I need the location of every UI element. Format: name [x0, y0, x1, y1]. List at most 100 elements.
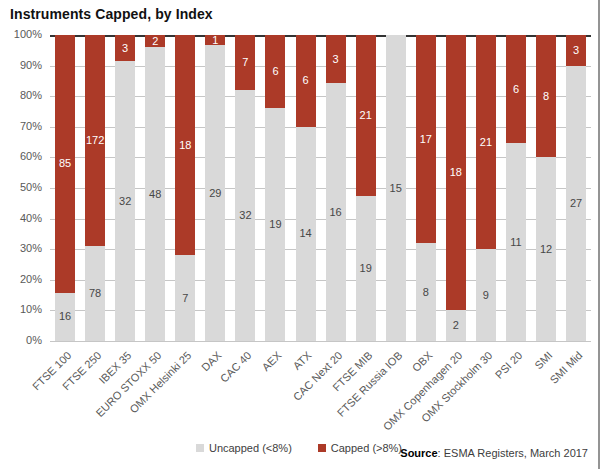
y-axis-tick-label: 60%: [0, 150, 42, 163]
capped-value-label: 6: [513, 84, 519, 95]
uncapped-segment: 8: [416, 243, 436, 341]
capped-segment: 7: [235, 35, 255, 90]
legend-capped-label: Capped (>8%): [331, 442, 402, 454]
bar-slot: 172 78: [80, 35, 110, 341]
bar-slot: 18 7: [170, 35, 200, 341]
capped-segment: 3: [326, 35, 346, 83]
uncapped-value-label: 15: [390, 183, 402, 194]
capped-value-label: 1: [212, 35, 218, 46]
uncapped-segment: 2: [446, 310, 466, 341]
y-axis-tick-label: 90%: [0, 59, 42, 72]
uncapped-value-label: 32: [119, 196, 131, 207]
chart-frame: Instruments Capped, by Index 0%10%20%30%…: [0, 0, 600, 469]
bar-slot: 1 29: [200, 35, 230, 341]
y-axis-tick-label: 30%: [0, 242, 42, 255]
bar-slot: 3 32: [110, 35, 140, 341]
capped-value-label: 21: [480, 137, 492, 148]
stacked-bar: 6 14: [296, 35, 316, 341]
uncapped-value-label: 78: [89, 288, 101, 299]
stacked-bar: 21 9: [476, 35, 496, 341]
stacked-bar: 1 29: [205, 35, 225, 341]
capped-segment: 18: [175, 35, 195, 255]
capped-segment: 1: [205, 35, 225, 45]
uncapped-value-label: 12: [540, 244, 552, 255]
uncapped-value-label: 16: [59, 311, 71, 322]
bar-slot: 3 27: [561, 35, 591, 341]
stacked-bar: 8516: [55, 35, 75, 341]
capped-value-label: 172: [86, 135, 104, 146]
uncapped-value-label: 29: [209, 188, 221, 199]
uncapped-value-label: 19: [269, 219, 281, 230]
uncapped-value-label: 19: [360, 263, 372, 274]
stacked-bar: 3 32: [115, 35, 135, 341]
capped-segment: 17: [416, 35, 436, 243]
y-axis-tick-label: 50%: [0, 181, 42, 194]
capped-value-label: 3: [333, 54, 339, 65]
capped-value-label: 17: [420, 134, 432, 145]
capped-segment: 6: [296, 35, 316, 127]
uncapped-segment: 27: [566, 66, 586, 341]
capped-segment: 6: [506, 35, 526, 143]
plot-area: 0%10%20%30%40%50%60%70%80%90%100%8516172…: [50, 35, 591, 341]
capped-value-label: 8: [543, 91, 549, 102]
capped-segment: 8: [536, 35, 556, 157]
capped-value-label: 6: [302, 75, 308, 86]
stacked-bar: 6 11: [506, 35, 526, 341]
capped-segment: 172: [85, 35, 105, 246]
capped-value-label: 21: [360, 110, 372, 121]
y-axis-tick-label: 80%: [0, 89, 42, 102]
stacked-bar: 6 19: [265, 35, 285, 341]
capped-segment: 6: [265, 35, 285, 108]
capped-segment: 18: [446, 35, 466, 310]
capped-segment: 21: [476, 35, 496, 249]
chart-title: Instruments Capped, by Index: [10, 6, 213, 22]
source-text: : ESMA Registers, March 2017: [438, 447, 588, 459]
source-prefix: Source: [400, 447, 437, 459]
uncapped-value-label: 32: [239, 210, 251, 221]
capped-value-label: 18: [179, 140, 191, 151]
uncapped-segment: 78: [85, 246, 105, 341]
capped-value-label: 18: [450, 167, 462, 178]
uncapped-segment: 16: [326, 83, 346, 341]
capped-segment: 3: [115, 35, 135, 61]
uncapped-value-label: 27: [570, 198, 582, 209]
uncapped-swatch-icon: [196, 444, 204, 452]
uncapped-segment: 32: [235, 90, 255, 341]
stacked-bar: 8 12: [536, 35, 556, 341]
uncapped-segment: 7: [175, 255, 195, 341]
stacked-bar: 15: [386, 35, 406, 341]
bar-slot: 21 19: [351, 35, 381, 341]
uncapped-value-label: 9: [483, 290, 489, 301]
stacked-bar: 172 78: [85, 35, 105, 341]
capped-segment: 3: [566, 35, 586, 66]
uncapped-value-label: 8: [423, 287, 429, 298]
bar-slot: 8 12: [531, 35, 561, 341]
stacked-bar: 3 27: [566, 35, 586, 341]
legend-uncapped-label: Uncapped (<8%): [209, 442, 292, 454]
uncapped-segment: 15: [386, 35, 406, 341]
stacked-bar: 18 2: [446, 35, 466, 341]
uncapped-value-label: 48: [149, 189, 161, 200]
uncapped-segment: 12: [536, 157, 556, 341]
stacked-bar: 7 32: [235, 35, 255, 341]
y-axis-tick-label: 40%: [0, 212, 42, 225]
capped-value-label: 7: [242, 57, 248, 68]
uncapped-segment: 9: [476, 249, 496, 341]
stacked-bar: 21 19: [356, 35, 376, 341]
stacked-bar: 2 48: [145, 35, 165, 341]
uncapped-segment: 11: [506, 143, 526, 341]
bar-slot: 17 8: [411, 35, 441, 341]
bar-slot: 21 9: [471, 35, 501, 341]
legend-item-capped: Capped (>8%): [318, 442, 402, 454]
uncapped-segment: 32: [115, 61, 135, 341]
capped-segment: 21: [356, 35, 376, 196]
capped-segment: 2: [145, 35, 165, 47]
capped-value-label: 2: [152, 36, 158, 47]
bar-slot: 8516: [50, 35, 80, 341]
bar-slot: 6 11: [501, 35, 531, 341]
uncapped-segment: 14: [296, 127, 316, 341]
gridline: [50, 341, 591, 342]
stacked-bar: 17 8: [416, 35, 436, 341]
uncapped-value-label: 2: [453, 320, 459, 331]
capped-swatch-icon: [318, 444, 326, 452]
